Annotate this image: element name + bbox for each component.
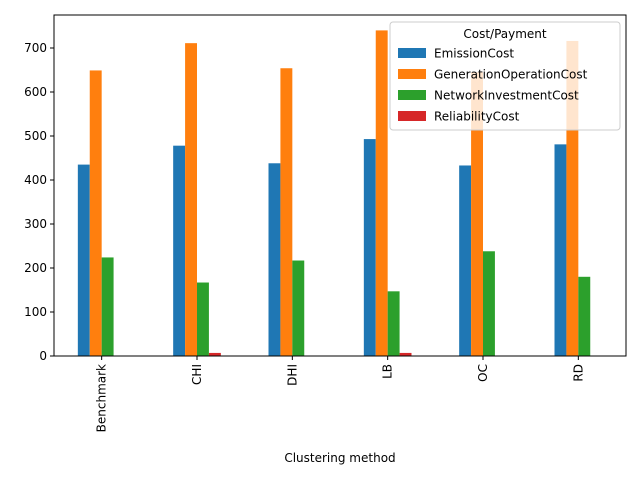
bar-NetworkInvestmentCost-LB — [387, 291, 400, 356]
x-tick-label: DHI — [285, 364, 299, 386]
x-tick-label: LB — [381, 364, 395, 379]
y-tick-label: 400 — [24, 173, 47, 187]
x-tick-label: Benchmark — [95, 364, 109, 432]
y-tick-label: 700 — [24, 41, 47, 55]
y-tick-label: 600 — [24, 85, 47, 99]
bar-GenerationOperationCost-DHI — [280, 68, 293, 357]
x-axis-label: Clustering method — [284, 451, 395, 465]
legend-swatch-NetworkInvestmentCost — [398, 90, 426, 100]
y-tick-label: 300 — [24, 217, 47, 231]
bar-EmissionCost-DHI — [268, 163, 281, 356]
bar-NetworkInvestmentCost-RD — [578, 276, 591, 356]
plot-marks — [77, 30, 591, 357]
legend-swatch-ReliabilityCost — [398, 111, 426, 121]
bar-NetworkInvestmentCost-OC — [483, 251, 495, 356]
y-tick-label: 500 — [24, 129, 47, 143]
bar-GenerationOperationCost-OC — [471, 72, 483, 356]
legend: Cost/Payment EmissionCost GenerationOpera… — [389, 21, 621, 131]
bar-EmissionCost-OC — [459, 165, 472, 356]
legend-label-GenerationOperationCost: GenerationOperationCost — [434, 68, 588, 82]
y-tick-label: 100 — [24, 305, 47, 319]
x-tick-label: OC — [476, 364, 490, 382]
y-tick-label: 200 — [24, 261, 47, 275]
bar-EmissionCost-Benchmark — [77, 164, 90, 356]
legend-title: Cost/Payment — [463, 27, 547, 41]
bar-EmissionCost-LB — [363, 139, 376, 356]
bar-ReliabilityCost-CHI — [208, 352, 221, 356]
y-axis: 0 100 200 300 400 500 600 700 — [24, 41, 54, 363]
legend-label-NetworkInvestmentCost: NetworkInvestmentCost — [434, 89, 579, 103]
bar-EmissionCost-CHI — [173, 145, 186, 356]
bar-GenerationOperationCost-Benchmark — [89, 70, 102, 356]
legend-swatch-EmissionCost — [398, 48, 426, 58]
bar-GenerationOperationCost-RD — [566, 40, 579, 357]
x-tick-label: CHI — [190, 364, 204, 385]
x-axis: Benchmark CHI DHI LB OC RD — [95, 356, 585, 432]
legend-box — [389, 21, 621, 131]
bar-NetworkInvestmentCost-CHI — [197, 282, 209, 356]
x-tick-label: RD — [571, 364, 585, 382]
bar-GenerationOperationCost-LB — [375, 30, 388, 357]
plot-frame — [53, 14, 627, 357]
bar-GenerationOperationCost-CHI — [185, 43, 197, 356]
bar-NetworkInvestmentCost-DHI — [292, 260, 305, 356]
legend-label-ReliabilityCost: ReliabilityCost — [434, 110, 520, 124]
bar-NetworkInvestmentCost-Benchmark — [101, 257, 114, 356]
legend-label-EmissionCost: EmissionCost — [434, 47, 514, 61]
legend-swatch-GenerationOperationCost — [398, 69, 426, 79]
bar-ReliabilityCost-LB — [399, 352, 412, 356]
bar-EmissionCost-RD — [554, 144, 567, 356]
y-tick-label: 0 — [39, 349, 47, 363]
